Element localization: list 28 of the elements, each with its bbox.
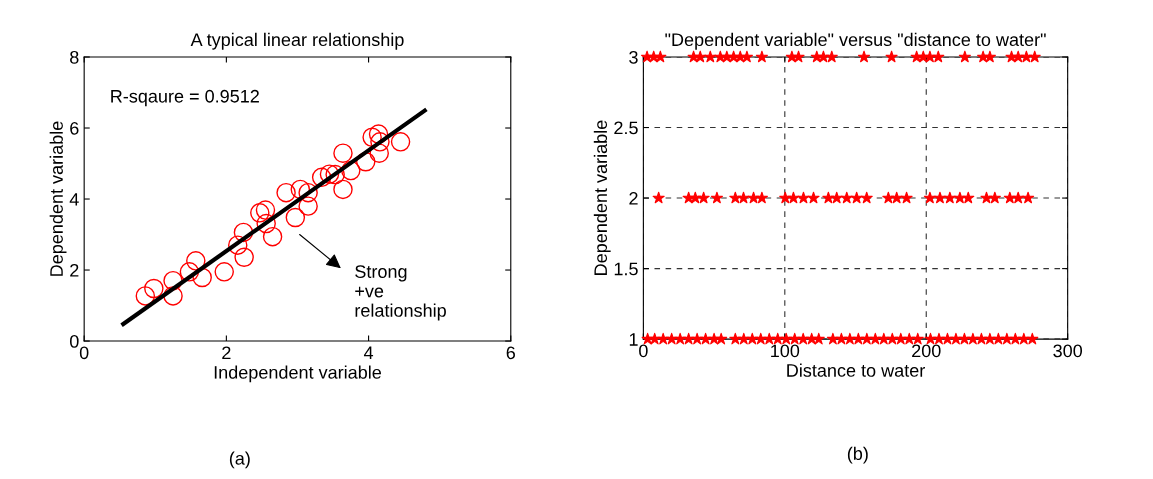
x-tick-label: 0 — [79, 346, 89, 360]
x-tick-label: 4 — [363, 346, 374, 359]
x-tick-label: 300 — [1053, 344, 1083, 358]
y-axis-title: Dependent variable — [49, 121, 67, 276]
x-tick-label: 6 — [506, 346, 516, 360]
y-tick-label: 2 — [70, 263, 79, 277]
x-tick-label: 200 — [912, 344, 941, 358]
y-tick-label: 0 — [69, 334, 79, 348]
chart-title: A typical linear relationship — [190, 32, 404, 50]
y-tick-label: 3 — [629, 50, 638, 64]
chart-title: "Dependent variable" versus "distance to water" — [665, 32, 1046, 50]
x-tick-label: 2 — [222, 346, 231, 359]
y-tick-label: 1 — [629, 333, 638, 346]
y-tick-label: 2.5 — [614, 121, 638, 135]
y-tick-label: 8 — [70, 50, 79, 64]
annotation: Strong +ve relationship — [355, 265, 446, 321]
text: (b) — [847, 446, 868, 464]
y-tick-label: 1.5 — [614, 262, 638, 276]
annotation: R-sqaure = 0.9512 — [111, 89, 259, 107]
y-axis-title: Dependent variable — [593, 120, 611, 275]
x-tick-label: 100 — [771, 344, 800, 358]
y-tick-label: 2 — [629, 192, 638, 205]
x-tick-label: 0 — [639, 344, 648, 358]
x-axis-title: Independent variable — [214, 365, 382, 383]
y-tick-label: 4 — [69, 193, 79, 206]
text: (a) — [229, 451, 250, 469]
x-axis-title: Distance to water — [787, 363, 925, 377]
y-tick-label: 6 — [70, 121, 79, 135]
